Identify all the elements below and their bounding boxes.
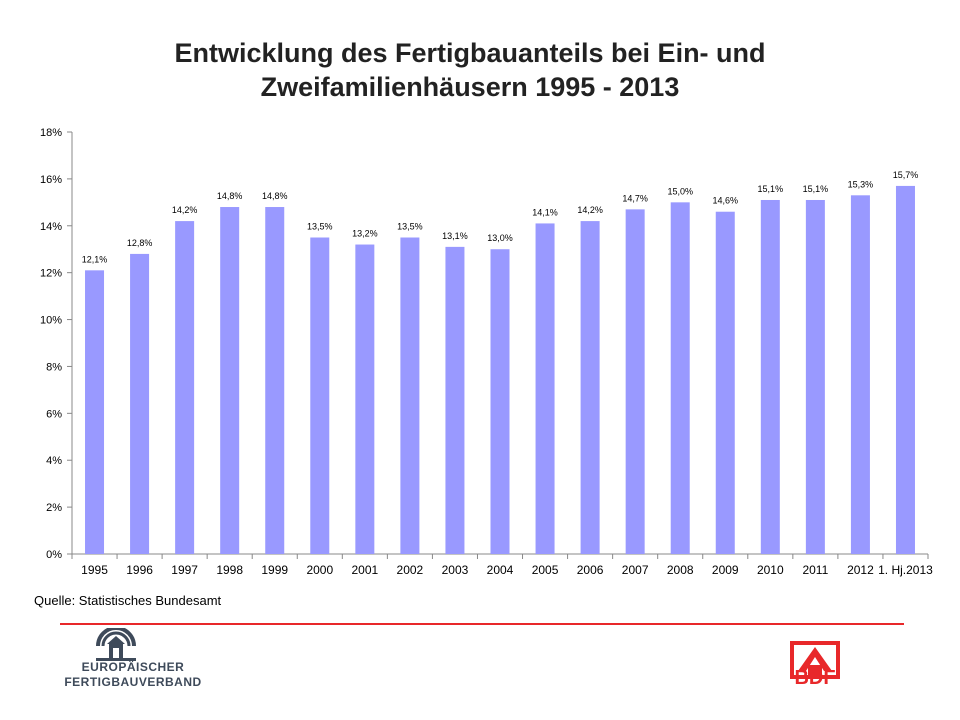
source-note: Quelle: Statistisches Bundesamt [34, 593, 222, 608]
data-label: 13,0% [487, 233, 513, 243]
x-tick-label: 2008 [667, 563, 694, 577]
data-label: 14,2% [577, 205, 603, 215]
x-tick-label: 1. Hj.2013 [878, 563, 933, 577]
data-label: 12,8% [127, 238, 153, 248]
bar [895, 185, 915, 554]
data-label: 13,1% [442, 231, 468, 241]
bar [130, 253, 150, 554]
x-tick-label: 1995 [81, 563, 108, 577]
y-tick-label: 12% [40, 268, 62, 280]
x-tick-label: 2000 [306, 563, 333, 577]
bar [580, 221, 600, 555]
data-label: 14,8% [262, 191, 288, 201]
x-tick-label: 2006 [577, 563, 604, 577]
bar [355, 244, 375, 555]
data-label: 14,8% [217, 191, 243, 201]
x-tick-label: 2011 [802, 563, 828, 577]
x-tick-label: 2010 [757, 563, 784, 577]
chart-title: Entwicklung des Fertigbauanteils bei Ein… [0, 36, 940, 104]
y-tick-label: 14% [40, 221, 62, 233]
bar [850, 195, 870, 555]
data-label: 14,7% [622, 193, 648, 203]
data-label: 15,1% [758, 184, 784, 194]
efv-house-icon [96, 628, 136, 661]
y-tick-label: 2% [46, 502, 62, 514]
bar [670, 202, 690, 555]
bar [760, 199, 780, 554]
chart-title-line-1: Entwicklung des Fertigbauanteils bei Ein… [174, 38, 766, 68]
bar [805, 199, 825, 554]
bar [490, 249, 510, 554]
bar [535, 223, 555, 554]
data-label: 12,1% [82, 254, 108, 264]
divider-line [60, 623, 904, 625]
data-label: 15,1% [803, 184, 829, 194]
bar [85, 270, 105, 554]
data-label: 14,2% [172, 205, 198, 215]
data-label: 13,2% [352, 229, 378, 239]
chart-title-line-2: Zweifamilienhäusern 1995 - 2013 [260, 72, 680, 102]
data-label: 15,7% [893, 170, 919, 180]
y-tick-label: 18% [40, 127, 62, 139]
x-tick-label: 1998 [216, 563, 243, 577]
y-tick-label: 0% [46, 549, 62, 561]
bar [310, 237, 330, 554]
x-tick-label: 1997 [171, 563, 198, 577]
data-label: 15,0% [667, 186, 693, 196]
data-label: 14,1% [532, 207, 558, 217]
x-tick-label: 2005 [532, 563, 559, 577]
bar-chart: 0% 2% 4% 6% 8% 10% 12% 14% 16% 18% 12,1% 1995 12,8% 1… [40, 127, 933, 577]
x-tick-label: 1999 [261, 563, 288, 577]
bar [220, 207, 240, 554]
y-tick-label: 8% [46, 361, 62, 373]
x-tick-label: 2009 [712, 563, 739, 577]
y-tick-label: 4% [46, 455, 62, 467]
y-tick-label: 10% [40, 315, 62, 327]
x-tick-label: 1996 [126, 563, 153, 577]
bar [625, 209, 645, 554]
y-tick-label: 16% [40, 174, 62, 186]
x-tick-label: 2004 [487, 563, 514, 577]
bdf-logo-text: BDF [794, 667, 836, 689]
bdf-logo-icon [790, 641, 840, 679]
data-label: 13,5% [397, 222, 423, 232]
bar [175, 221, 195, 555]
efv-logo-line-2: FERTIGBAUVERBAND [64, 675, 202, 689]
efv-logo-line-1: EUROPÄISCHER [81, 660, 185, 674]
bar [265, 207, 285, 554]
y-tick-label: 6% [46, 408, 62, 420]
x-tick-label: 2012 [847, 563, 874, 577]
data-label: 15,3% [848, 179, 874, 189]
bar [715, 211, 735, 554]
bar [400, 237, 420, 554]
x-tick-label: 2002 [397, 563, 424, 577]
data-label: 13,5% [307, 222, 333, 232]
data-label: 14,6% [712, 196, 738, 206]
x-tick-label: 2001 [351, 563, 378, 577]
x-tick-label: 2007 [622, 563, 649, 577]
x-tick-label: 2003 [442, 563, 469, 577]
bar [445, 246, 465, 554]
